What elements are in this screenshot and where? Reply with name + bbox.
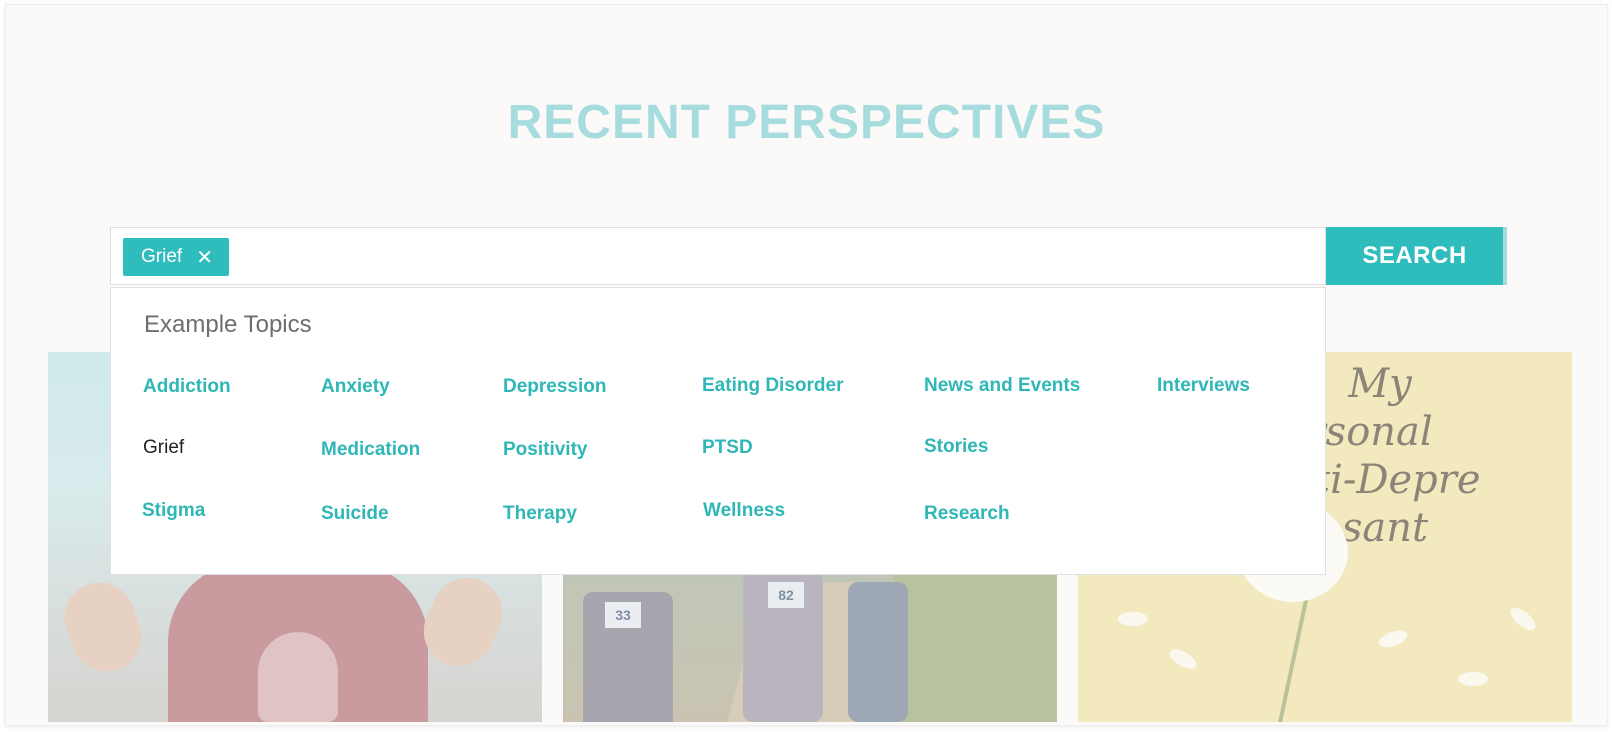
runner-bib: 82	[768, 582, 804, 608]
topic-anxiety[interactable]: Anxiety	[321, 376, 390, 397]
topic-stories[interactable]: Stories	[924, 436, 989, 457]
card-image-petal	[1166, 645, 1200, 673]
close-icon[interactable]: ✕	[196, 246, 213, 269]
card-image-emblem	[258, 632, 338, 722]
topic-grief[interactable]: Grief	[143, 437, 185, 458]
topic-medication[interactable]: Medication	[321, 439, 421, 460]
topic-depression[interactable]: Depression	[503, 376, 607, 397]
topic-addiction[interactable]: Addiction	[143, 376, 231, 397]
card-image-petal	[1458, 672, 1488, 686]
topic-ptsd[interactable]: PTSD	[702, 437, 753, 458]
card-image-petal	[1376, 627, 1410, 651]
card-image-petal	[1507, 603, 1539, 635]
chip-label: Grief	[141, 246, 183, 267]
topic-stigma[interactable]: Stigma	[142, 500, 206, 521]
topic-interviews[interactable]: Interviews	[1157, 375, 1250, 396]
topic-positivity[interactable]: Positivity	[503, 439, 588, 460]
search-button[interactable]: SEARCH	[1326, 227, 1503, 285]
topics-dropdown: Example Topics Addiction Anxiety Depress…	[110, 287, 1326, 575]
topic-news-and-events[interactable]: News and Events	[924, 375, 1081, 396]
topic-research[interactable]: Research	[924, 503, 1010, 524]
card-handwritten-text: My personal Anti-Depre sant	[1257, 361, 1481, 551]
dropdown-heading: Example Topics	[144, 311, 312, 338]
card-image-hand-left	[54, 572, 152, 682]
topic-suicide[interactable]: Suicide	[321, 503, 389, 524]
card-image-petal	[1118, 612, 1148, 626]
card-image-runner	[848, 582, 908, 722]
selected-topic-chip[interactable]: Grief ✕	[123, 238, 229, 276]
page-title: RECENT PERSPECTIVES	[507, 96, 1106, 149]
topic-therapy[interactable]: Therapy	[503, 503, 577, 524]
page: RECENT PERSPECTIVES 33 82 My personal An…	[5, 4, 1608, 726]
topic-eating-disorder[interactable]: Eating Disorder	[702, 375, 844, 396]
topic-wellness[interactable]: Wellness	[703, 500, 786, 521]
card-image-grass	[893, 572, 1057, 722]
runner-bib: 33	[605, 602, 641, 628]
search-input[interactable]: Grief ✕	[110, 227, 1326, 285]
